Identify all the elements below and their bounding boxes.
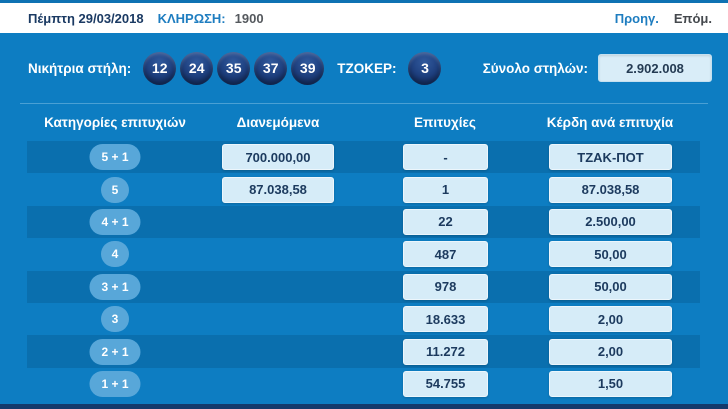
- prize-per-winner: 87.038,58: [549, 176, 672, 203]
- winners-count: 1: [403, 176, 488, 203]
- winning-number-ball: 37: [254, 51, 288, 85]
- category-badge: 2 + 1: [89, 338, 141, 365]
- category-badge: 3: [101, 306, 129, 333]
- prize-per-winner: 2,00: [549, 306, 672, 333]
- winning-numbers-bar: Νικήτρια στήλη: 12 24 35 37 39 ΤΖΟΚΕΡ: 3 Σύν…: [0, 33, 728, 103]
- table-row: 1 + 1 54.755 1,50: [0, 368, 728, 400]
- category-badge: 3 + 1: [89, 273, 141, 300]
- joker-ball: 3: [408, 51, 442, 85]
- table-row: 4 487 50,00: [0, 238, 728, 270]
- category-badge: 1 + 1: [89, 370, 141, 397]
- prize-per-winner: 1,50: [549, 370, 672, 397]
- column-header-categories: Κατηγορίες επιτυχιών: [44, 115, 186, 130]
- category-badge: 5: [101, 176, 129, 203]
- distributed-amount: 87.038,58: [222, 176, 334, 203]
- joker-label: ΤΖΟΚΕΡ:: [337, 60, 397, 76]
- winners-count: 18.633: [403, 306, 488, 333]
- draw-header: Πέμπτη 29/03/2018 ΚΛΗΡΩΣΗ: 1900 Προηγ. Ε…: [0, 0, 728, 33]
- winning-number-ball: 12: [143, 51, 177, 85]
- table-row: 5 + 1 700.000,00 - ΤΖΑΚ-ΠΟΤ: [0, 141, 728, 174]
- prize-per-winner: ΤΖΑΚ-ΠΟΤ: [549, 144, 672, 171]
- winners-count: 978: [403, 273, 488, 300]
- winners-count: 54.755: [403, 370, 488, 397]
- draw-number: 1900: [234, 10, 264, 26]
- draw-date: Πέμπτη 29/03/2018: [28, 10, 144, 26]
- total-columns-group: Σύνολο στηλών: 2.902.008: [483, 54, 712, 82]
- winning-number-ball: 39: [291, 51, 325, 85]
- prize-per-winner: 2,00: [549, 338, 672, 365]
- prize-per-winner: 2.500,00: [549, 208, 672, 235]
- category-badge: 5 + 1: [89, 144, 141, 171]
- total-columns-value: 2.902.008: [598, 54, 712, 82]
- column-header-prize: Κέρδη ανά επιτυχία: [546, 115, 674, 130]
- bottom-bar: [0, 404, 728, 409]
- winners-count: 487: [403, 241, 488, 268]
- next-draw-link[interactable]: Επόμ.: [673, 10, 712, 26]
- section-divider: [20, 103, 708, 104]
- table-header-row: Κατηγορίες επιτυχιών Διανεμόμενα Επιτυχί…: [0, 109, 728, 137]
- prize-per-winner: 50,00: [549, 273, 672, 300]
- previous-draw-link[interactable]: Προηγ.: [614, 10, 659, 26]
- table-row: 5 87.038,58 1 87.038,58: [0, 173, 728, 205]
- winners-count: 11.272: [403, 338, 488, 365]
- table-row: 2 + 1 11.272 2,00: [0, 335, 728, 369]
- table-row: 3 + 1 978 50,00: [0, 270, 728, 304]
- winners-count: -: [403, 144, 488, 171]
- draw-label: ΚΛΗΡΩΣΗ:: [157, 10, 226, 26]
- winning-balls: 12 24 35 37 39: [143, 51, 325, 85]
- distributed-amount: 700.000,00: [222, 144, 334, 171]
- category-badge: 4: [101, 241, 129, 268]
- winning-number-ball: 24: [180, 51, 214, 85]
- winners-count: 22: [403, 208, 488, 235]
- total-columns-label: Σύνολο στηλών:: [482, 60, 588, 76]
- column-header-winners: Επιτυχίες: [414, 115, 476, 130]
- winning-numbers-label: Νικήτρια στήλη:: [28, 60, 132, 76]
- category-badge: 4 + 1: [89, 208, 141, 235]
- winning-number-ball: 35: [217, 51, 251, 85]
- prize-per-winner: 50,00: [549, 241, 672, 268]
- table-row: 4 + 1 22 2.500,00: [0, 205, 728, 239]
- column-header-distributed: Διανεμόμενα: [236, 115, 320, 130]
- table-row: 3 18.633 2,00: [0, 303, 728, 335]
- results-table: 5 + 1 700.000,00 - ΤΖΑΚ-ΠΟΤ 5 87.038,58 1 87.03…: [0, 141, 728, 400]
